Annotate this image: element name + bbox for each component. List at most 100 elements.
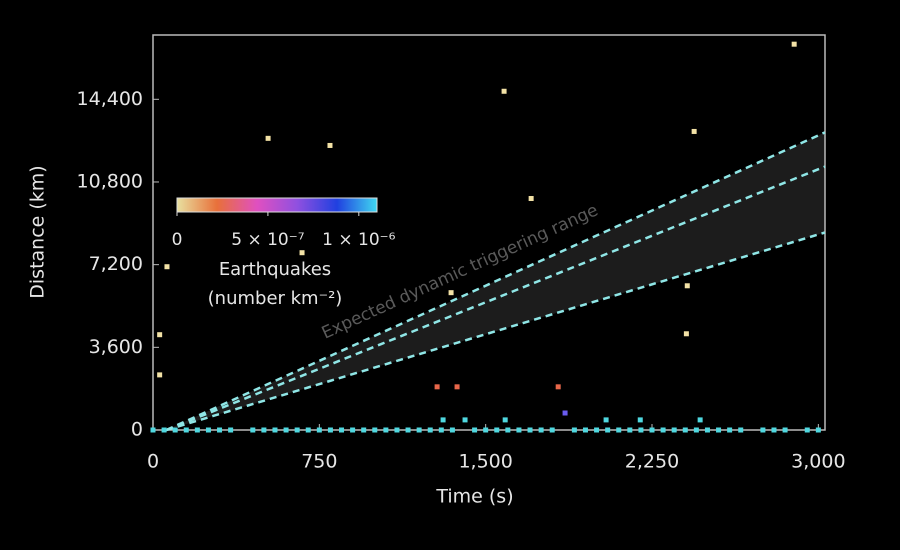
data-point	[172, 427, 178, 433]
data-point	[760, 427, 766, 433]
data-point	[555, 384, 561, 390]
data-point	[294, 427, 300, 433]
data-point	[327, 427, 333, 433]
data-point	[250, 427, 256, 433]
data-point	[505, 427, 511, 433]
data-point	[791, 41, 797, 47]
data-point	[448, 290, 454, 296]
data-point	[194, 427, 200, 433]
y-tick-label: 3,600	[89, 336, 143, 358]
y-tick-label: 0	[131, 419, 143, 441]
x-tick-label: 3,000	[791, 451, 845, 473]
data-point	[462, 417, 468, 423]
data-point	[157, 372, 163, 378]
data-point	[440, 417, 446, 423]
data-point	[405, 427, 411, 433]
data-point	[501, 88, 507, 94]
data-point	[804, 427, 810, 433]
data-point	[272, 427, 278, 433]
data-point	[372, 427, 378, 433]
data-point	[627, 427, 633, 433]
data-point	[691, 128, 697, 134]
data-point	[638, 427, 644, 433]
data-point	[183, 427, 189, 433]
data-point	[205, 427, 211, 433]
colorbar-tick-label: 0	[172, 230, 183, 250]
x-tick-label: 0	[147, 451, 159, 473]
data-point	[782, 427, 788, 433]
data-point	[571, 427, 577, 433]
data-point	[438, 427, 444, 433]
data-point	[283, 427, 289, 433]
dashed-line	[165, 231, 826, 432]
data-point	[562, 410, 568, 416]
data-point	[472, 427, 478, 433]
x-axis-label: Time (s)	[435, 486, 513, 508]
data-point	[265, 135, 271, 141]
data-point	[483, 427, 489, 433]
data-point	[727, 427, 733, 433]
data-point	[682, 427, 688, 433]
data-point	[316, 427, 322, 433]
data-point	[383, 427, 389, 433]
data-point	[738, 427, 744, 433]
y-tick-label: 14,400	[77, 88, 143, 110]
data-point	[528, 196, 534, 202]
data-point	[394, 427, 400, 433]
data-point	[660, 427, 666, 433]
dashed-line	[165, 131, 826, 432]
data-point	[327, 142, 333, 148]
data-point	[549, 427, 555, 433]
colorbar	[176, 197, 378, 213]
data-point	[361, 427, 367, 433]
data-point	[637, 417, 643, 423]
x-tick-label: 750	[301, 451, 337, 473]
x-tick-label: 1,500	[458, 451, 512, 473]
data-point	[261, 427, 267, 433]
data-point	[716, 427, 722, 433]
data-point	[164, 264, 170, 270]
y-tick-label: 7,200	[89, 253, 143, 275]
data-point	[502, 417, 508, 423]
data-point	[299, 250, 305, 256]
colorbar-tick-label: 1 × 10⁻⁶	[322, 230, 395, 250]
data-point	[449, 427, 455, 433]
data-point	[649, 427, 655, 433]
data-point	[594, 427, 600, 433]
data-point	[157, 332, 163, 338]
dashed-line	[165, 165, 826, 432]
colorbar-tick-label: 5 × 10⁻⁷	[231, 230, 304, 250]
data-point	[434, 384, 440, 390]
data-point	[616, 427, 622, 433]
data-point	[683, 331, 689, 337]
data-point	[815, 427, 821, 433]
data-point	[454, 384, 460, 390]
data-point	[305, 427, 311, 433]
data-point	[494, 427, 500, 433]
data-point	[771, 427, 777, 433]
x-tick-label: 2,250	[625, 451, 679, 473]
data-point	[684, 283, 690, 289]
y-axis-label: Distance (km)	[27, 165, 49, 298]
data-point	[416, 427, 422, 433]
data-point	[527, 427, 533, 433]
data-point	[693, 427, 699, 433]
data-point	[350, 427, 356, 433]
data-point	[217, 427, 223, 433]
data-point	[671, 427, 677, 433]
data-point	[161, 427, 167, 433]
data-point	[538, 427, 544, 433]
data-point	[427, 427, 433, 433]
data-point	[516, 427, 522, 433]
data-point	[704, 427, 710, 433]
colorbar-label: (number km⁻²)	[208, 288, 343, 309]
data-point	[150, 427, 156, 433]
data-point	[228, 427, 234, 433]
data-point	[697, 417, 703, 423]
colorbar-label: Earthquakes	[219, 259, 331, 280]
data-point	[582, 427, 588, 433]
data-point	[339, 427, 345, 433]
y-tick-label: 10,800	[77, 170, 143, 192]
data-point	[603, 417, 609, 423]
